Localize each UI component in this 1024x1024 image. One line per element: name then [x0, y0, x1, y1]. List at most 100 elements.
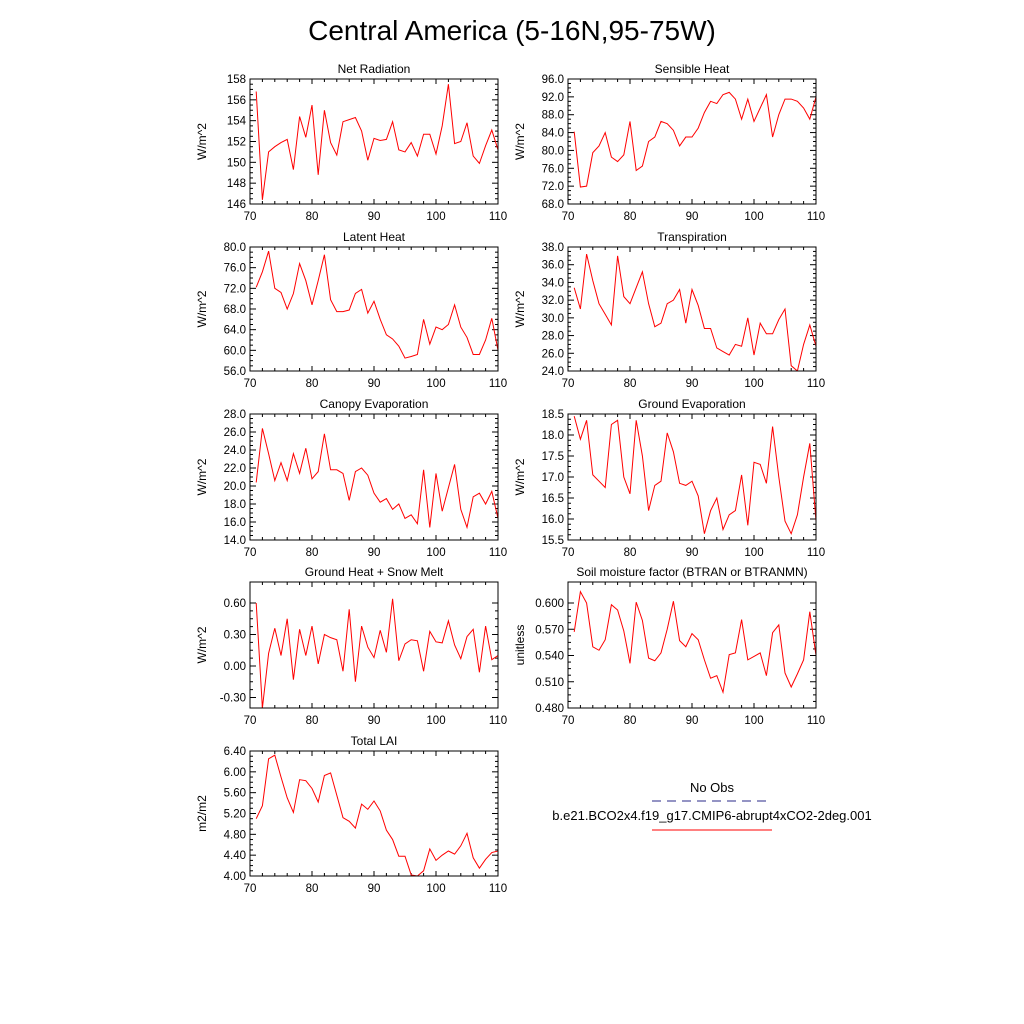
- y-tick-label: 0.00: [224, 661, 246, 673]
- x-tick-label: 70: [562, 378, 575, 390]
- panel-ground-heat-snow-melt: Ground Heat + Snow Melt W/m^2 70 80 90 100 110…: [195, 565, 507, 727]
- y-tick-label: 17.0: [542, 472, 564, 484]
- y-axis-label: W/m^2: [195, 458, 209, 495]
- x-tick-label: 80: [624, 547, 637, 559]
- y-tick-label: 64.0: [224, 325, 246, 337]
- x-tick-label: 90: [368, 715, 381, 727]
- x-tick-label: 100: [426, 715, 445, 727]
- y-tick-label: 72.0: [224, 283, 246, 295]
- x-tick-label: 100: [744, 715, 763, 727]
- y-tick-label: 152: [227, 137, 246, 149]
- panel-title: Latent Heat: [343, 230, 406, 244]
- plot-frame: [249, 750, 499, 877]
- x-tick-label: 70: [244, 378, 257, 390]
- y-tick-label: 0.30: [224, 630, 246, 642]
- plot-frame: [249, 246, 499, 372]
- y-tick-label: 4.80: [224, 829, 246, 841]
- panel-title: Ground Evaporation: [638, 397, 745, 411]
- y-axis-label: unitless: [513, 625, 527, 666]
- y-axis-label: W/m^2: [195, 290, 209, 327]
- x-tick-label: 110: [489, 883, 507, 895]
- y-tick-label: 5.20: [224, 809, 246, 821]
- y-tick-label: 92.0: [542, 92, 564, 104]
- x-tick-label: 100: [426, 211, 445, 223]
- y-tick-label: 88.0: [542, 110, 564, 122]
- series-line: [255, 754, 498, 876]
- y-tick-label: 76.0: [224, 263, 246, 275]
- x-tick-label: 70: [244, 883, 257, 895]
- x-tick-label: 70: [562, 211, 575, 223]
- y-tick-label: 22.0: [224, 463, 246, 475]
- y-tick-label: 60.0: [224, 345, 246, 357]
- y-tick-label: 72.0: [542, 181, 564, 193]
- panel-title: Total LAI: [351, 734, 398, 748]
- y-tick-label: 158: [227, 74, 246, 86]
- y-tick-label: 0.60: [224, 598, 246, 610]
- plot-frame: [567, 78, 817, 205]
- panel-title: Soil moisture factor (BTRAN or BTRANMN): [576, 565, 807, 579]
- x-tick-label: 90: [686, 547, 699, 559]
- y-tick-label: 56.0: [224, 366, 246, 378]
- x-tick-label: 80: [306, 547, 319, 559]
- x-tick-label: 100: [426, 378, 445, 390]
- panel-ground-evaporation: Ground Evaporation W/m^2 70 80 90 100 110 15.5 1…: [513, 397, 825, 559]
- y-tick-label: 16.5: [542, 493, 564, 505]
- x-tick-label: 100: [744, 211, 763, 223]
- y-tick-label: 16.0: [542, 514, 564, 526]
- y-tick-label: 0.600: [535, 598, 564, 610]
- x-tick-label: 80: [306, 211, 319, 223]
- y-tick-label: -0.30: [220, 693, 246, 705]
- plot-frame: [249, 78, 499, 205]
- panel-canopy-evaporation: Canopy Evaporation W/m^2 70 80 90 100 110 14.0 1…: [195, 397, 507, 559]
- y-tick-label: 150: [227, 157, 246, 169]
- x-tick-label: 110: [489, 211, 507, 223]
- legend-model-label: b.e21.BCO2x4.f19_g17.CMIP6-abrupt4xCO2-2…: [552, 808, 871, 823]
- x-tick-label: 90: [368, 378, 381, 390]
- x-tick-label: 110: [489, 547, 507, 559]
- panel-title: Sensible Heat: [655, 62, 730, 76]
- x-tick-label: 90: [686, 211, 699, 223]
- x-tick-label: 90: [368, 547, 381, 559]
- panel-net-radiation: Net Radiation W/m^2 70 80 90 100 110 146 148 150 1…: [195, 62, 507, 223]
- y-tick-label: 28.0: [224, 409, 246, 421]
- panel-title: Transpiration: [657, 230, 727, 244]
- y-tick-label: 17.5: [542, 451, 564, 463]
- y-axis-label: W/m^2: [513, 123, 527, 160]
- x-tick-label: 90: [686, 715, 699, 727]
- y-tick-label: 68.0: [542, 199, 564, 211]
- y-axis-label: W/m^2: [513, 290, 527, 327]
- y-tick-label: 24.0: [542, 366, 564, 378]
- y-tick-label: 38.0: [542, 242, 564, 254]
- series-line: [255, 428, 498, 530]
- y-tick-label: 76.0: [542, 163, 564, 175]
- y-tick-label: 18.0: [542, 430, 564, 442]
- panel-latent-heat: Latent Heat W/m^2 70 80 90 100 110 56.0 60.0 64.0…: [195, 230, 507, 390]
- y-tick-label: 68.0: [224, 304, 246, 316]
- x-tick-label: 70: [244, 715, 257, 727]
- x-tick-label: 70: [562, 547, 575, 559]
- legend-obs-label: No Obs: [690, 780, 735, 795]
- x-tick-label: 80: [306, 378, 319, 390]
- x-tick-label: 110: [807, 715, 825, 727]
- y-tick-label: 20.0: [224, 481, 246, 493]
- x-tick-label: 110: [807, 211, 825, 223]
- panel-title: Canopy Evaporation: [320, 397, 429, 411]
- figure-title: Central America (5-16N,95-75W): [308, 15, 716, 46]
- panel-soil-moisture-factor-btran-or-btranmn: Soil moisture factor (BTRAN or BTRANMN) u…: [513, 565, 825, 727]
- plot-frame: [249, 413, 499, 541]
- panel-title: Ground Heat + Snow Melt: [305, 565, 444, 579]
- y-tick-label: 4.40: [224, 850, 246, 862]
- panel-transpiration: Transpiration W/m^2 70 80 90 100 110 24.0 26.0 28…: [513, 230, 825, 390]
- y-tick-label: 0.570: [535, 624, 564, 636]
- y-tick-label: 18.5: [542, 409, 564, 421]
- y-tick-label: 0.510: [535, 677, 564, 689]
- y-tick-label: 6.00: [224, 767, 246, 779]
- x-tick-label: 70: [244, 211, 257, 223]
- plot-frame: [567, 413, 817, 541]
- panel-title: Net Radiation: [338, 62, 411, 76]
- y-axis-label: W/m^2: [195, 123, 209, 160]
- plot-frame: [249, 581, 499, 709]
- x-tick-label: 70: [244, 547, 257, 559]
- x-tick-label: 90: [368, 211, 381, 223]
